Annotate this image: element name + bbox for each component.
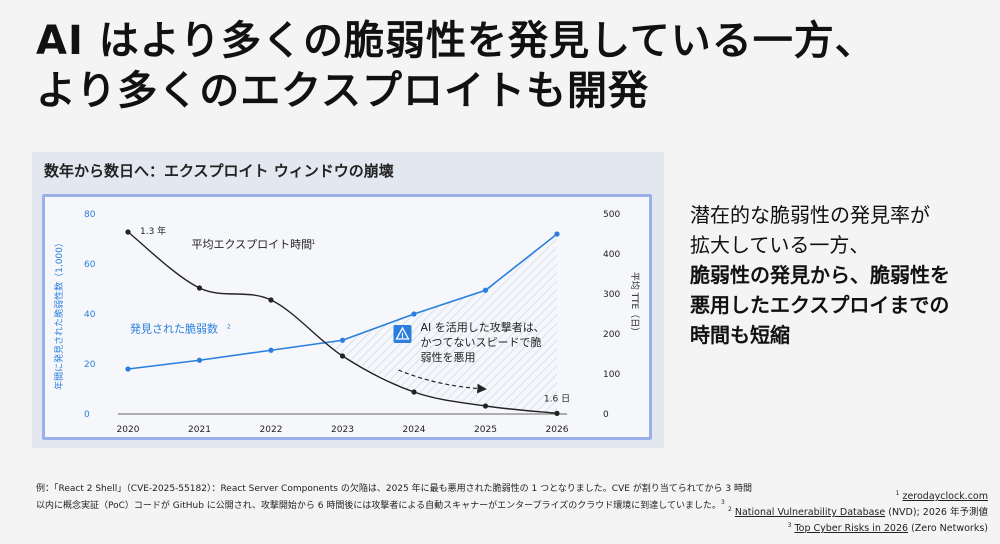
title-line-2: より多くのエクスプロイトも開発 [36,68,649,114]
side-line-4: 悪用したエクスプロイまでの [690,293,950,317]
callout-text-line: かつてないスピードで脆 [421,335,542,349]
point-vulnerabilities [411,311,417,317]
right-tick-label: 300 [603,290,620,300]
ref-mark-1: 1 [895,490,900,497]
ref-2-rest: (NVD); 2026 年予測値 [885,507,988,519]
point-exploit-time [482,403,489,409]
gap-hatch-area [325,234,557,414]
series-label-exploit-time: 平均エクスプロイト時間 [192,238,313,251]
point-exploit-time [268,297,274,303]
point-exploit-time [339,353,346,359]
callout-arrow [398,369,487,394]
point-label-first: 1.3 年 [140,225,166,237]
ref-3-rest: (Zero Networks) [908,523,988,535]
left-tick-label: 40 [84,310,96,320]
right-tick-label: 0 [603,410,609,420]
point-exploit-time [196,285,203,291]
x-tick-label: 2020 [117,425,140,435]
point-vulnerabilities [196,357,203,363]
x-tick-label: 2023 [331,425,354,435]
right-axis-label: 平均 TTE（日） [629,272,641,336]
point-exploit-time [125,229,131,235]
point-label-last: 1.6 日 [544,393,570,404]
point-vulnerabilities [339,337,346,343]
callout-text-line: 弱性を悪用 [421,350,476,364]
x-tick-label: 2022 [260,425,283,435]
point-exploit-time [554,410,560,416]
left-tick-label: 0 [84,410,90,420]
chart-title: 数年から数日へ：エクスプロイト ウィンドウの崩壊 [44,162,394,180]
point-vulnerabilities [482,287,489,293]
warning-icon-mark: ! [401,332,404,340]
ref-mark-2: 2 [728,506,732,514]
chart-svg: 0 20 40 60 80 0 100 200 300 400 500 2020 2021 2022 202… [53,210,641,435]
x-tick-label: 2026 [546,425,569,435]
series-label-sup: 2 [227,323,231,330]
left-tick-label: 80 [84,210,96,220]
ref-3-link[interactable]: Top Cyber Risks in 2026 [794,523,909,535]
side-text: 潜在的な脆弱性の発見率が 拡大している一方、 脆弱性の発見から、脆弱性を 悪用し… [690,200,990,350]
side-line-5: 時間も短縮 [690,323,790,347]
chart-panel: 数年から数日へ：エクスプロイト ウィンドウの崩壊 [32,152,664,448]
left-tick-label: 20 [84,360,96,370]
point-vulnerabilities [554,231,560,237]
title-line-1: AI はより多くの脆弱性を発見している一方、 [36,18,876,64]
left-tick-label: 60 [84,260,96,270]
footnote-line-1: 例：「React 2 Shell」（CVE-2025-55182）：React … [36,484,752,494]
point-vulnerabilities [125,366,131,372]
right-tick-label: 100 [603,370,620,380]
side-line-2: 拡大している一方、 [690,233,870,257]
callout-text-line: AI を活用した攻撃者は、 [421,320,545,334]
side-line-1: 潜在的な脆弱性の発見率が [690,203,930,227]
warning-icon-triangle [395,326,410,340]
x-tick-label: 2021 [188,425,211,435]
footnote-line-2: 以内に概念実証（PoC）コードが GitHub に公開され、攻撃開始から 6 時… [36,501,721,511]
point-exploit-time [411,389,417,395]
footnote-mark-3: 3 [721,499,725,506]
references: 1 zerodayclock.com 2 National Vulnerabil… [728,487,988,535]
x-tick-label: 2025 [474,425,497,435]
ref-1-link[interactable]: zerodayclock.com [902,491,988,503]
point-vulnerabilities [268,347,274,353]
slide-title: AI はより多くの脆弱性を発見している一方、 より多くのエクスプロイトも開発 [36,16,976,116]
ref-mark-3: 3 [787,522,792,530]
right-tick-label: 500 [603,210,620,220]
series-label-sup: 1 [312,239,316,246]
right-tick-label: 200 [603,330,620,340]
left-axis-label: 年間に発見された脆弱性数（1,000） [53,238,65,390]
side-line-3: 脆弱性の発見から、脆弱性を [690,263,950,287]
x-tick-label: 2024 [403,425,426,435]
footnote: 例：「React 2 Shell」（CVE-2025-55182）：React … [36,483,752,513]
right-tick-label: 400 [603,250,620,260]
ref-2-link[interactable]: National Vulnerability Database [734,507,886,519]
series-label-vulnerabilities: 発見された脆弱数 [130,321,218,335]
